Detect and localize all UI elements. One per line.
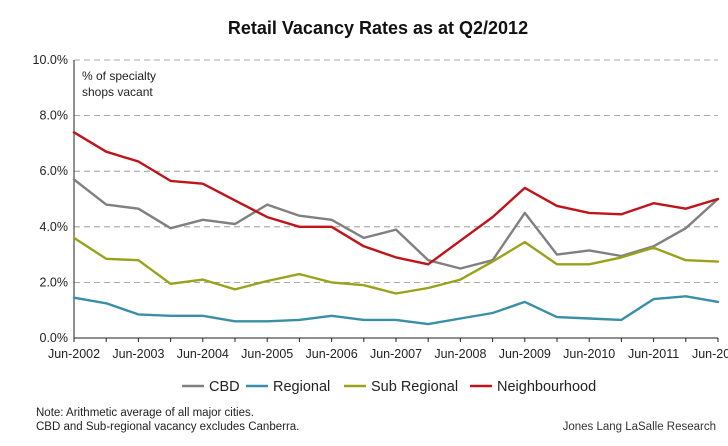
chart-title: Retail Vacancy Rates as at Q2/2012: [228, 18, 528, 38]
x-tick-labels: Jun-2002 Jun-2003 Jun-2004 Jun-2005 Jun-2006…: [48, 347, 728, 361]
series-line-neighbourhood: [72, 131, 720, 266]
x-tick-label: Jun-2009: [499, 347, 551, 361]
series-line-regional: [72, 295, 720, 326]
series-line-sub-regional: [72, 236, 720, 295]
x-tick-label: Jun-2003: [112, 347, 164, 361]
legend: CBD Regional Sub Regional Neighbourhood: [182, 379, 596, 395]
note-line-2: CBD and Sub-regional vacancy excludes Ca…: [36, 421, 299, 433]
y-annotation-line-2: shops vacant: [82, 85, 153, 99]
legend-label-neighbourhood: Neighbourhood: [497, 379, 596, 395]
x-tick-label: Jun-2010: [563, 347, 615, 361]
source-credit: Jones Lang LaSalle Research: [563, 421, 716, 433]
x-tick-label: Jun-2012: [692, 347, 728, 361]
grid-lines: [74, 59, 718, 283]
legend-label-sub-regional: Sub Regional: [371, 379, 458, 395]
note-line-1: Note: Arithmetic average of all major ci…: [36, 407, 254, 419]
x-tick-label: Jun-2002: [48, 347, 100, 361]
x-tick-label: Jun-2007: [370, 347, 422, 361]
legend-label-cbd: CBD: [209, 379, 240, 395]
y-tick-label: 0.0%: [40, 331, 69, 345]
y-tick-labels: 0.0% 2.0% 4.0% 6.0% 8.0% 10.0%: [33, 53, 68, 345]
x-tick-label: Jun-2006: [306, 347, 358, 361]
x-tick-label: Jun-2011: [628, 347, 679, 361]
y-tick-label: 6.0%: [40, 164, 69, 178]
x-tick-label: Jun-2004: [177, 347, 229, 361]
y-tick-label: 10.0%: [33, 53, 68, 67]
axes: [73, 60, 719, 342]
y-tick-label: 8.0%: [40, 109, 69, 123]
series-lines: [72, 131, 720, 326]
y-tick-label: 2.0%: [40, 275, 69, 289]
y-tick-label: 4.0%: [40, 220, 69, 234]
x-tick-label: Jun-2005: [241, 347, 293, 361]
series-line-cbd: [72, 178, 720, 270]
y-annotation-line-1: % of specialty: [82, 69, 156, 83]
x-tick-label: Jun-2008: [434, 347, 486, 361]
legend-label-regional: Regional: [273, 379, 330, 395]
